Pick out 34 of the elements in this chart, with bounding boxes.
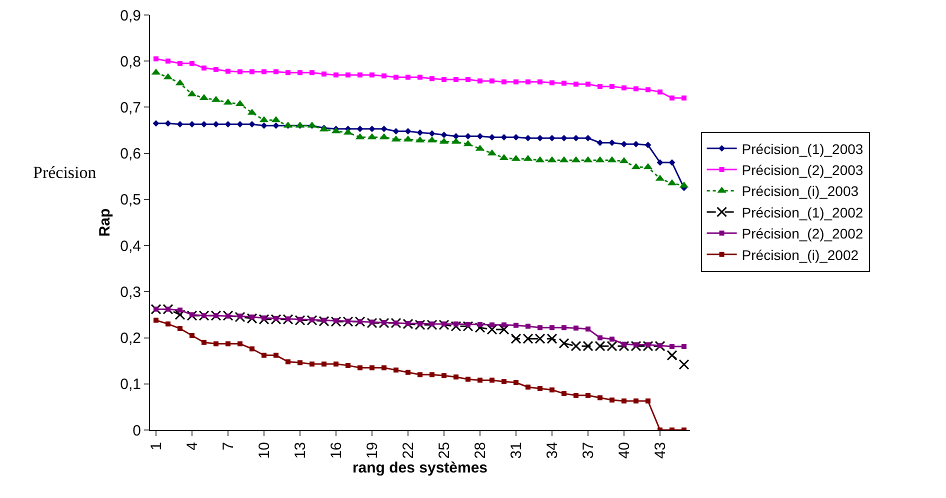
x-tick-label: 34 bbox=[544, 442, 561, 459]
x-tick-label: 1 bbox=[148, 442, 165, 450]
legend-label: Précision_(1)_2003 bbox=[742, 140, 864, 157]
x-tick-label: 4 bbox=[184, 442, 201, 450]
x-tick-label: 37 bbox=[580, 442, 597, 459]
x-tick-label: 31 bbox=[508, 442, 525, 459]
x-tick-label: 7 bbox=[220, 442, 237, 450]
legend-label: Précision_(i)_2003 bbox=[742, 183, 859, 200]
y-tick-label: 0,5 bbox=[120, 192, 141, 209]
y-tick-label: 0,4 bbox=[120, 238, 141, 255]
x-tick-label: 28 bbox=[472, 442, 489, 459]
y-tick-label: 0,7 bbox=[120, 99, 141, 116]
x-tick-label: 43 bbox=[652, 442, 669, 459]
legend-label: Précision_(2)_2002 bbox=[742, 226, 864, 242]
x-axis-title: rang des systèmes bbox=[352, 460, 488, 477]
y-tick-label: 0,6 bbox=[120, 146, 141, 163]
text: Précision bbox=[33, 163, 97, 182]
x-tick-label: 13 bbox=[292, 442, 309, 459]
y-tick-label: 0,9 bbox=[120, 7, 141, 24]
x-tick-label: 10 bbox=[256, 442, 273, 459]
x-tick-label: 40 bbox=[616, 442, 633, 459]
legend-label: Précision_(1)_2002 bbox=[742, 204, 864, 220]
x-tick-label: 16 bbox=[328, 442, 345, 459]
y-tick-label: 0,2 bbox=[120, 330, 141, 348]
y-tick-label: 0 bbox=[132, 422, 141, 440]
legend-label: Précision_(i)_2002 bbox=[742, 246, 859, 263]
y-tick-label: 0,8 bbox=[120, 53, 141, 70]
x-tick-label: 25 bbox=[436, 442, 453, 459]
legend-label: Précision_(2)_2003 bbox=[742, 162, 864, 178]
y-axis-title: Rap bbox=[96, 208, 114, 237]
y-tick-label: 0,1 bbox=[120, 376, 141, 394]
x-tick-label: 19 bbox=[364, 442, 381, 459]
x-tick-label: 22 bbox=[400, 442, 417, 459]
y-tick-label: 0,3 bbox=[120, 284, 141, 301]
